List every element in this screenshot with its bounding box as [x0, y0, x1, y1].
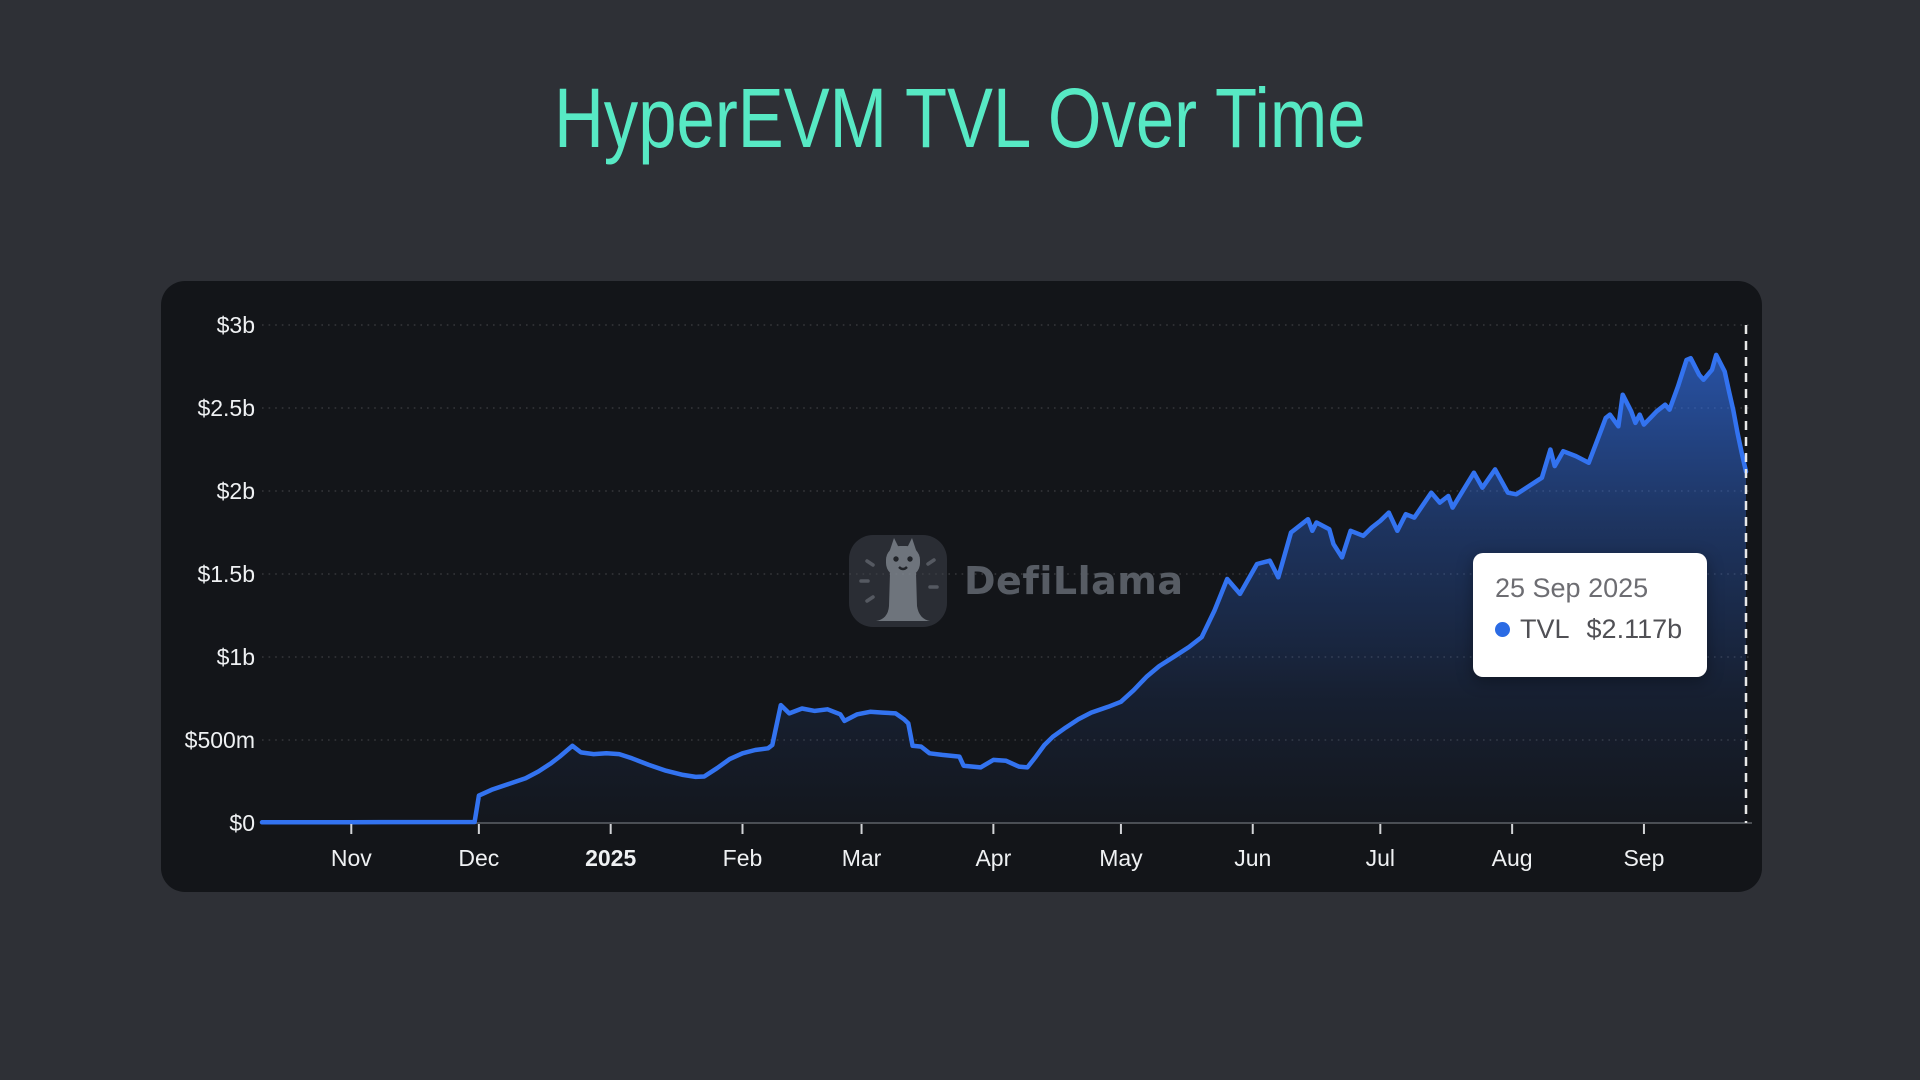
x-tick-label: Mar — [841, 845, 882, 871]
tooltip-series-row: TVL $2.117b — [1495, 614, 1707, 645]
x-tick-label: Dec — [458, 845, 500, 871]
defillama-logo-icon — [849, 535, 947, 627]
page-title: HyperEVM TVL Over Time — [0, 72, 1920, 164]
tvl-line — [259, 352, 1749, 825]
y-tick-label: $2.5b — [197, 395, 255, 421]
chart-card: $3b $2.5b $2b $1.5b $1b $500m $0 Nov Dec… — [161, 281, 1762, 892]
chart-tooltip: 25 Sep 2025 TVL $2.117b — [1473, 553, 1707, 677]
x-tick-label: Jul — [1365, 845, 1396, 871]
page-title-text: HyperEVM TVL Over Time — [554, 71, 1366, 165]
y-tick-label: $500m — [184, 727, 255, 753]
tooltip-date: 25 Sep 2025 — [1495, 573, 1649, 603]
y-tick-label: $2b — [216, 478, 255, 504]
tooltip-series-label: TVL — [1520, 614, 1570, 644]
x-tick-label: Jun — [1234, 845, 1272, 871]
x-tick-label: Feb — [722, 845, 763, 871]
x-tick-label: Sep — [1623, 845, 1665, 871]
tvl-series-dot — [1495, 622, 1510, 637]
y-tick-label: $1.5b — [197, 561, 255, 587]
defillama-watermark: DefiLlama — [848, 534, 1184, 628]
y-tick-label: $0 — [229, 810, 255, 836]
x-tick-label: Aug — [1491, 845, 1533, 871]
tvl-area-fill — [262, 354, 1746, 823]
watermark-brand-text: DefiLlama — [964, 559, 1184, 603]
x-axis-ticks — [350, 824, 1645, 834]
x-tick-label: 2025 — [585, 845, 637, 871]
tooltip-value: $2.117b — [1586, 614, 1683, 644]
x-tick-label: Nov — [330, 845, 372, 871]
x-tick-label: May — [1099, 845, 1143, 871]
y-tick-label: $3b — [216, 312, 255, 338]
x-tick-label: Apr — [975, 845, 1012, 871]
y-tick-label: $1b — [216, 644, 255, 670]
